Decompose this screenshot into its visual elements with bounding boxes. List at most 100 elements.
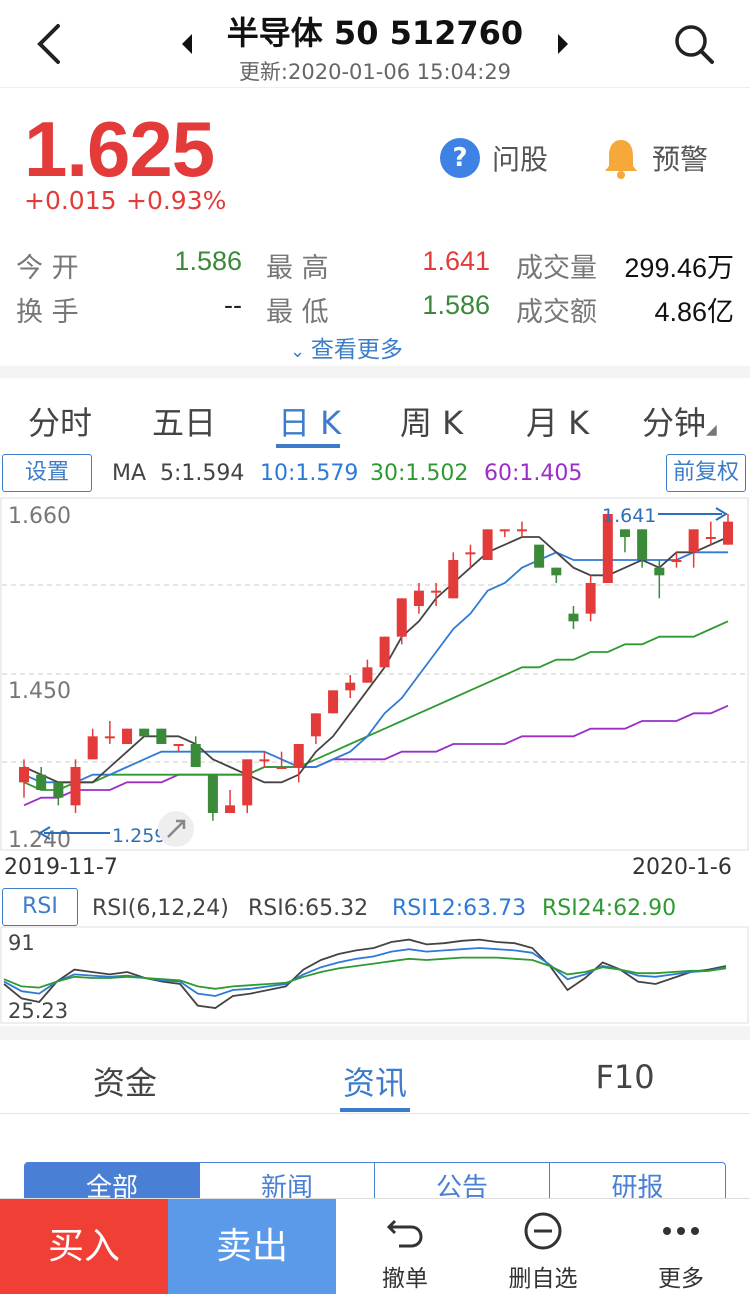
candle (207, 774, 218, 821)
minus-circle-icon (524, 1212, 562, 1250)
candle (602, 514, 613, 583)
bottom-action-bar: 买入 卖出 撤单 删自选 更多 (0, 1198, 750, 1294)
tab-news-info[interactable]: 资讯 (342, 1064, 407, 1102)
more-button[interactable]: 更多 (612, 1199, 750, 1294)
low-value: 1.586 (422, 290, 490, 320)
sell-button[interactable]: 卖出 (168, 1199, 336, 1294)
rsi12-value: RSI12:63.73 (392, 896, 527, 921)
candle (637, 529, 648, 568)
bell-icon (605, 140, 637, 179)
rsi6-value: RSI6:65.32 (248, 896, 369, 921)
max-marker: 1.641 (602, 505, 728, 527)
tab-weekly-k[interactable]: 周 K (400, 404, 464, 442)
price-change: +0.015 (24, 186, 117, 215)
view-more-label: 查看更多 (310, 337, 403, 363)
candle (19, 759, 29, 798)
candle (379, 636, 390, 668)
high-value: 1.641 (422, 246, 490, 276)
candle (293, 744, 304, 783)
tab-monthly-k[interactable]: 月 K (526, 404, 590, 442)
candle (619, 529, 630, 553)
header-bar: 半导体 50 512760 更新:2020-01-06 15:04:29 (0, 0, 750, 88)
expand-icon[interactable] (158, 811, 194, 847)
candle (36, 767, 47, 790)
back-icon[interactable] (30, 22, 70, 66)
candle (499, 529, 510, 537)
rsi-series-line (3, 938, 727, 1009)
divider (0, 1026, 750, 1040)
candle (413, 583, 424, 614)
rsi24-value: RSI24:62.90 (542, 896, 677, 921)
ask-stock-button[interactable]: ? 问股 (440, 136, 560, 180)
ma5-line (23, 536, 729, 784)
forward-adjust-button[interactable]: 前复权 (666, 454, 746, 492)
amount-value: 4.86亿 (654, 297, 734, 327)
buy-button[interactable]: 买入 (0, 1199, 168, 1294)
candle (482, 529, 493, 560)
open-label: 今 开 (16, 253, 79, 284)
candle (70, 759, 81, 813)
candle (104, 721, 115, 744)
rsi-chart[interactable]: 91 25.23 (0, 926, 750, 1024)
kline-chart[interactable]: 1.660 1.450 1.240 1.641 1.259 (0, 496, 750, 852)
candle (723, 514, 733, 545)
candle (568, 606, 579, 629)
low-label: 最 低 (266, 297, 329, 328)
rsi-series-line (3, 947, 727, 997)
candle (122, 728, 133, 744)
ma30-line (23, 620, 729, 791)
more-dots-icon (663, 1227, 699, 1235)
rsi-button[interactable]: RSI (2, 888, 78, 926)
candle (139, 728, 150, 737)
y-tick-high: 1.660 (8, 504, 71, 529)
candle (345, 675, 356, 698)
tab-minute[interactable]: 分钟◢ (642, 398, 717, 444)
tab-five-day[interactable]: 五日 (152, 404, 217, 442)
candle (396, 598, 407, 645)
tab-intraday[interactable]: 分时 (28, 404, 93, 442)
search-icon[interactable] (670, 20, 718, 68)
settings-button[interactable]: 设置 (2, 454, 92, 492)
high-label: 最 高 (266, 253, 329, 284)
quote-stats: 今 开 1.586 最 高 1.641 成交量 299.46万 换 手 -- 最… (0, 240, 750, 330)
candle (705, 521, 716, 545)
remove-watchlist-button[interactable]: 删自选 (474, 1199, 612, 1294)
remove-watchlist-label: 删自选 (508, 1266, 578, 1292)
rsi-tick-high: 91 (8, 931, 35, 955)
corner-triangle-icon: ◢ (706, 422, 717, 438)
tab-minute-label: 分钟 (642, 404, 707, 442)
chevron-down-icon: ⌄ (290, 341, 311, 362)
candle (173, 744, 184, 752)
max-price-label: 1.641 (602, 505, 656, 527)
candle (671, 552, 682, 568)
ma30-value: 30:1.502 (370, 461, 469, 486)
candle (465, 544, 476, 568)
date-end: 2020-1-6 (632, 855, 732, 880)
cancel-order-button[interactable]: 撤单 (336, 1199, 474, 1294)
candle (448, 552, 459, 599)
tab-funds[interactable]: 资金 (92, 1064, 157, 1102)
candle (156, 728, 167, 744)
amount-label: 成交额 (516, 297, 597, 328)
view-more-link[interactable]: ⌄ 查看更多 (290, 330, 403, 364)
next-stock-icon[interactable] (552, 30, 572, 58)
candle (654, 560, 665, 599)
tab-daily-k[interactable]: 日 K (278, 404, 342, 442)
undo-icon (386, 1219, 423, 1248)
cancel-order-label: 撤单 (382, 1266, 428, 1292)
ma10-line (23, 551, 728, 784)
tab-f10[interactable]: F10 (595, 1058, 655, 1096)
candle (87, 728, 98, 760)
rsi-series-line (3, 956, 727, 990)
candle (310, 713, 321, 744)
alert-button[interactable]: 预警 (600, 136, 730, 180)
divider (0, 366, 750, 378)
candle (276, 751, 287, 769)
prev-stock-icon[interactable] (178, 30, 198, 58)
info-tabs: 资金 资讯 F10 (0, 1040, 750, 1114)
rsi-title: RSI(6,12,24) (92, 896, 229, 921)
ma60-value: 60:1.405 (484, 461, 583, 486)
active-tab-indicator (276, 444, 340, 448)
ma10-value: 10:1.579 (260, 461, 359, 486)
candle (516, 521, 527, 537)
